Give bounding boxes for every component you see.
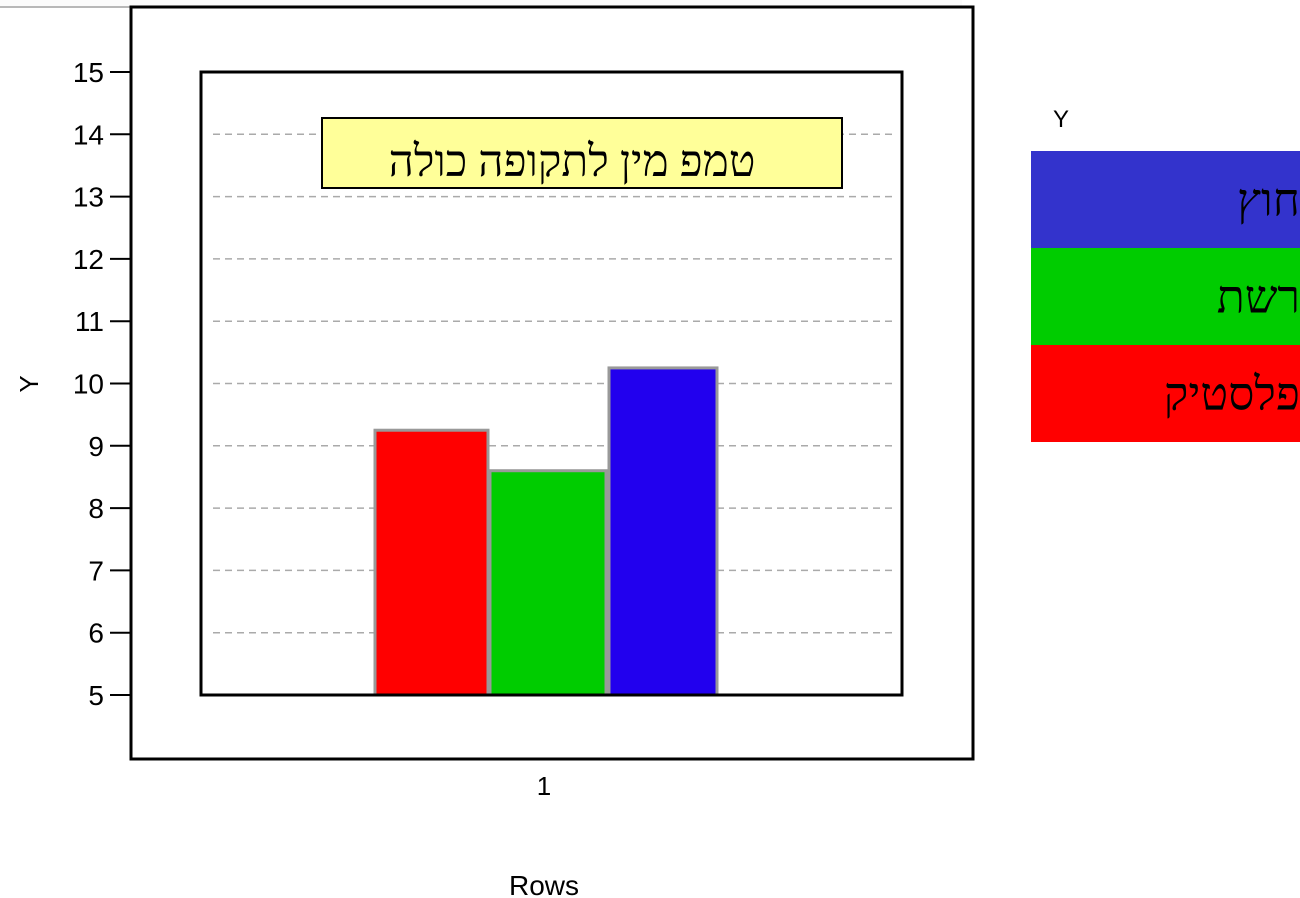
legend-item-hutz: חוץ — [1031, 151, 1300, 248]
y-axis-ticks: 5 6 7 8 9 10 11 12 13 14 15 — [73, 57, 131, 711]
legend-item-label: פלסטיק — [1163, 368, 1300, 419]
y-tick-label: 5 — [88, 680, 104, 711]
chart-title: טמפ מין לתקופה כולה — [389, 137, 756, 186]
legend-item-plastic: פלסטיק — [1031, 345, 1300, 442]
bar-2 — [488, 469, 608, 697]
y-tick-label: 10 — [73, 369, 104, 400]
y-tick-label: 15 — [73, 57, 104, 88]
y-tick-label: 6 — [88, 618, 104, 649]
y-tick-label: 8 — [88, 493, 104, 524]
y-tick-label: 9 — [88, 431, 104, 462]
bars — [373, 366, 719, 697]
plot-border — [199, 70, 904, 697]
bar-1 — [373, 428, 490, 697]
y-tick-label: 14 — [73, 119, 104, 150]
legend-item-reshet: רשת — [1031, 248, 1300, 345]
y-axis-label: Y — [14, 375, 44, 392]
y-tick-label: 12 — [73, 244, 104, 275]
x-axis-label: Rows — [509, 870, 579, 898]
legend-item-label: רשת — [1216, 271, 1300, 322]
y-tick-label: 13 — [73, 182, 104, 213]
x-tick-label: 1 — [537, 771, 551, 801]
legend-item-label: חוץ — [1237, 174, 1300, 225]
y-tick-label: 11 — [75, 306, 104, 337]
y-tick-label: 7 — [88, 555, 104, 586]
legend: Y חוץ רשת פלסטיק — [1031, 100, 1300, 442]
legend-title: Y — [1053, 106, 1070, 133]
bar-3 — [607, 366, 719, 697]
chart-title-box — [321, 117, 843, 189]
